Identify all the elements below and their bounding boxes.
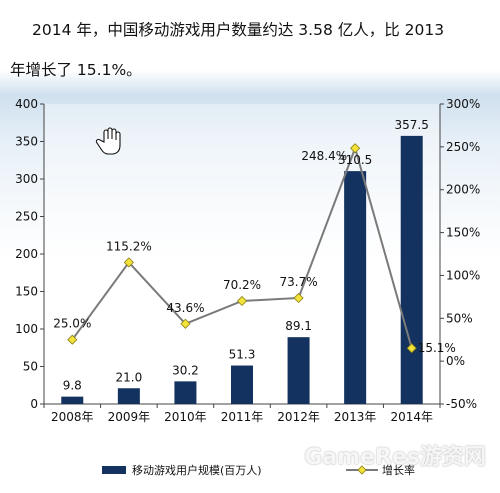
bar (117, 388, 140, 404)
data-labels: 9.8 21.0 30.2 51.3 89.1 310.5 357.5 25.0% 115.2%… (53, 118, 456, 393)
growth-marker (293, 292, 304, 304)
x-tick-label: 2014年 (390, 410, 433, 424)
right-tick-label: -50% (446, 397, 477, 411)
headline: 2014 年，中国移动游戏用户数量约达 3.58 亿人，比 2013 年增长了 … (10, 10, 490, 90)
right-tick-label: 150% (446, 226, 480, 240)
x-tick-label: 2010年 (164, 410, 207, 424)
growth-marker (350, 143, 361, 154)
left-tick-label: 150 (15, 285, 38, 299)
growth-value-label: 70.2% (223, 278, 261, 292)
bar-value-label: 357.5 (395, 118, 429, 132)
right-tick-label: 300% (446, 97, 480, 111)
bar-series (61, 135, 423, 404)
left-tick-label: 350 (15, 135, 38, 149)
right-tick-label: 250% (446, 140, 480, 154)
bar-value-label: 310.5 (338, 153, 372, 167)
legend-bar-swatch (102, 466, 126, 474)
right-tick-label: 0% (446, 354, 465, 368)
hand-cursor-shape (95, 127, 121, 155)
bar (400, 135, 423, 404)
bar (231, 365, 253, 404)
growth-value-label: 248.4% (301, 149, 347, 163)
left-tick-label: 400 (15, 97, 38, 111)
growth-value-label: 115.2% (106, 239, 152, 253)
legend: 移动游戏用户规模(百万人) 增长率 (102, 463, 415, 477)
legend-line-label: 增长率 (382, 463, 415, 477)
growth-marker (123, 257, 134, 268)
bar-value-label: 30.2 (172, 363, 199, 377)
growth-value-label: 43.6% (166, 301, 204, 315)
legend-marker-swatch (357, 465, 367, 475)
bar (61, 396, 84, 404)
x-tick-label: 2011年 (221, 410, 264, 424)
left-tick-label: 50 (23, 360, 38, 374)
line-series (67, 143, 417, 354)
right-tick-label: 200% (446, 183, 480, 197)
watermark: GameRes游资网 (304, 445, 486, 470)
left-tick-label: 0 (30, 397, 38, 411)
left-tick-label: 250 (15, 210, 38, 224)
bar-value-label: 89.1 (285, 319, 312, 333)
growth-marker (406, 343, 417, 354)
bar (174, 381, 197, 404)
growth-marker (67, 334, 78, 345)
headline-line-2: 年增长了 15.1%。 (10, 61, 142, 79)
x-tick-label: 2008年 (51, 410, 94, 424)
headline-line-1: 2014 年，中国移动游戏用户数量约达 3.58 亿人，比 2013 (32, 21, 445, 39)
growth-value-label: 73.7% (280, 275, 318, 289)
bar (287, 337, 310, 404)
bar-value-label: 21.0 (115, 370, 142, 384)
growth-value-label: 15.1% (418, 341, 456, 355)
right-tick-label: 50% (446, 311, 473, 325)
left-tick-label: 300 (15, 172, 38, 186)
legend-bar-label: 移动游戏用户规模(百万人) (132, 463, 262, 477)
bar-value-label: 9.8 (63, 379, 82, 393)
x-tick-label: 2009年 (108, 410, 151, 424)
bar (344, 171, 367, 404)
x-tick-label: 2013年 (334, 410, 377, 424)
bar-value-label: 51.3 (229, 348, 256, 362)
growth-value-label: 25.0% (53, 317, 91, 331)
growth-marker (236, 295, 248, 307)
left-tick-label: 200 (15, 247, 38, 261)
right-tick-label: 100% (446, 268, 480, 282)
x-tick-label: 2012年 (277, 410, 320, 424)
hand-cursor-icon (95, 127, 121, 155)
left-tick-label: 100 (15, 322, 38, 336)
growth-marker (180, 318, 191, 329)
